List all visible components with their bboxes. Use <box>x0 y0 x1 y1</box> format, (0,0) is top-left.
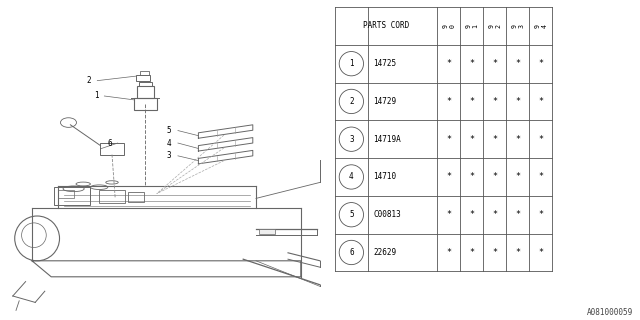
Bar <box>100 143 124 155</box>
Text: 22629: 22629 <box>373 248 396 257</box>
Text: *: * <box>469 59 474 68</box>
Text: 1: 1 <box>95 92 99 100</box>
Text: 3: 3 <box>349 135 354 144</box>
Text: 14725: 14725 <box>373 59 396 68</box>
Text: 9
3: 9 3 <box>511 24 524 28</box>
Text: *: * <box>538 248 543 257</box>
Bar <box>99 190 125 203</box>
Text: *: * <box>446 172 451 181</box>
Bar <box>134 98 157 110</box>
Text: 4: 4 <box>349 172 354 181</box>
Text: 6: 6 <box>349 248 354 257</box>
Text: *: * <box>538 97 543 106</box>
Text: PARTS CORD: PARTS CORD <box>363 21 409 30</box>
Text: 6: 6 <box>108 139 112 148</box>
Text: *: * <box>446 97 451 106</box>
Text: 5: 5 <box>167 126 172 135</box>
Text: *: * <box>469 135 474 144</box>
Text: *: * <box>446 59 451 68</box>
Bar <box>139 82 152 86</box>
Text: *: * <box>492 97 497 106</box>
Text: *: * <box>515 248 520 257</box>
Text: *: * <box>446 135 451 144</box>
Bar <box>140 71 149 75</box>
Text: *: * <box>538 172 543 181</box>
Text: *: * <box>492 210 497 219</box>
Text: 14719A: 14719A <box>373 135 401 144</box>
Text: *: * <box>492 59 497 68</box>
Text: 2: 2 <box>349 97 354 106</box>
Bar <box>259 229 275 234</box>
Bar <box>58 190 74 198</box>
Text: 5: 5 <box>349 210 354 219</box>
Text: *: * <box>469 210 474 219</box>
Text: 9
4: 9 4 <box>534 24 547 28</box>
Text: C00813: C00813 <box>373 210 401 219</box>
Text: A081000059: A081000059 <box>588 308 634 317</box>
Text: *: * <box>469 248 474 257</box>
Text: *: * <box>469 97 474 106</box>
Text: 2: 2 <box>87 76 92 85</box>
Text: 9
0: 9 0 <box>442 24 455 28</box>
Text: *: * <box>515 135 520 144</box>
Bar <box>137 86 154 98</box>
Text: 14710: 14710 <box>373 172 396 181</box>
Text: *: * <box>492 135 497 144</box>
Text: *: * <box>469 172 474 181</box>
Bar <box>136 75 150 81</box>
Text: *: * <box>538 59 543 68</box>
Text: *: * <box>492 248 497 257</box>
Text: 4: 4 <box>167 139 172 148</box>
Text: *: * <box>446 248 451 257</box>
Text: 3: 3 <box>167 151 172 160</box>
Text: *: * <box>515 172 520 181</box>
Text: *: * <box>538 210 543 219</box>
Text: 9
1: 9 1 <box>465 24 478 28</box>
Bar <box>128 192 144 202</box>
Text: *: * <box>515 210 520 219</box>
Text: *: * <box>446 210 451 219</box>
Text: *: * <box>515 97 520 106</box>
Text: *: * <box>515 59 520 68</box>
Text: 14729: 14729 <box>373 97 396 106</box>
Bar <box>54 187 90 205</box>
Text: *: * <box>492 172 497 181</box>
Text: 9
2: 9 2 <box>488 24 501 28</box>
Text: *: * <box>538 135 543 144</box>
Text: 1: 1 <box>349 59 354 68</box>
